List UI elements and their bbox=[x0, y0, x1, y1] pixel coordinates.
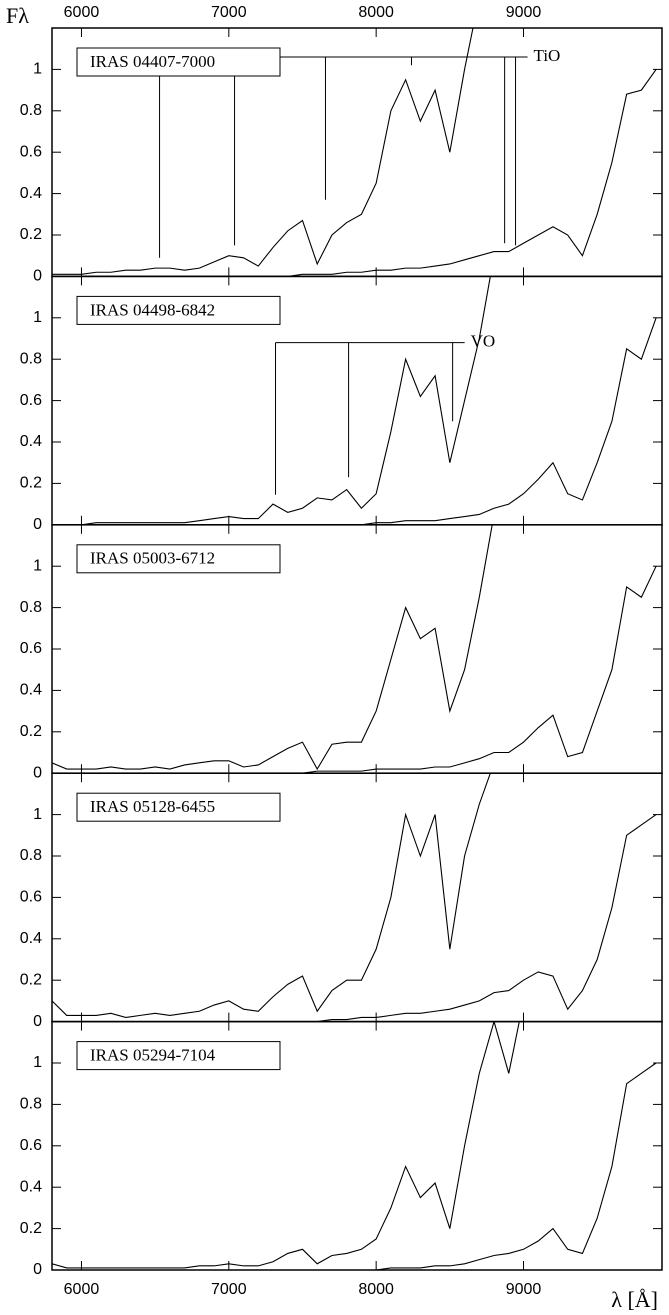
panel bbox=[52, 524, 657, 774]
y-tick-label: 0.2 bbox=[20, 723, 42, 740]
x-tick-label: 8000 bbox=[358, 1281, 394, 1298]
spectrum-line bbox=[52, 1021, 520, 1269]
spectrum-line bbox=[52, 317, 657, 525]
y-tick-label: 0.2 bbox=[20, 475, 42, 492]
y-tick-label: 1 bbox=[33, 309, 42, 326]
panel bbox=[52, 28, 657, 277]
x-tick-label: 7000 bbox=[211, 1281, 247, 1298]
spectrum-line bbox=[52, 814, 657, 1022]
x-axis-label: λ [Å] bbox=[611, 1287, 658, 1312]
spectrum-line bbox=[52, 524, 493, 771]
y-tick-label: 0.4 bbox=[20, 682, 42, 699]
label-box bbox=[76, 47, 281, 77]
y-tick-label: 1 bbox=[33, 806, 42, 823]
y-tick-label: 0.6 bbox=[20, 1137, 42, 1154]
y-tick-label: 0.2 bbox=[20, 971, 42, 988]
x-tick-label: 6000 bbox=[64, 4, 100, 21]
panel bbox=[52, 276, 657, 525]
label-box bbox=[76, 1041, 281, 1071]
spectrum-line bbox=[52, 276, 491, 525]
y-tick-label: 0.6 bbox=[20, 392, 42, 409]
y-tick-label: 0.6 bbox=[20, 143, 42, 160]
panel-label: IRAS 04407-7000 bbox=[90, 52, 215, 71]
y-tick-label: 0.4 bbox=[20, 1178, 42, 1195]
panel-label: IRAS 04498-6842 bbox=[90, 300, 215, 319]
panel-label: IRAS 05294-7104 bbox=[90, 1046, 216, 1065]
y-tick-label: 0.4 bbox=[20, 930, 42, 947]
y-tick-label: 0 bbox=[33, 1261, 42, 1278]
spectrum-line bbox=[52, 1062, 657, 1270]
y-tick-label: 0 bbox=[33, 516, 42, 533]
y-tick-label: 1 bbox=[33, 1054, 42, 1071]
spectrum-line bbox=[52, 69, 657, 277]
y-tick-label: 0 bbox=[33, 1013, 42, 1030]
spectrum-line bbox=[52, 773, 491, 1019]
y-tick-label: 0.8 bbox=[20, 350, 42, 367]
y-tick-label: 0 bbox=[33, 268, 42, 285]
label-box bbox=[76, 792, 281, 822]
panel bbox=[52, 1021, 657, 1270]
y-axis-label: Fλ bbox=[6, 3, 29, 28]
annotation-label: VO bbox=[471, 332, 496, 351]
y-tick-label: 0.8 bbox=[20, 599, 42, 616]
label-box bbox=[76, 295, 281, 325]
x-tick-label: 7000 bbox=[211, 4, 247, 21]
x-tick-label: 6000 bbox=[64, 1281, 100, 1298]
y-tick-label: 0.2 bbox=[20, 226, 42, 243]
y-tick-label: 0.8 bbox=[20, 1096, 42, 1113]
y-tick-label: 1 bbox=[33, 557, 42, 574]
y-tick-label: 0 bbox=[33, 764, 42, 781]
y-tick-label: 0.6 bbox=[20, 889, 42, 906]
x-tick-label: 9000 bbox=[506, 1281, 542, 1298]
y-tick-label: 0.8 bbox=[20, 102, 42, 119]
y-tick-label: 0.2 bbox=[20, 1220, 42, 1237]
label-box bbox=[76, 544, 281, 574]
y-tick-label: 0.4 bbox=[20, 185, 42, 202]
spectrum-line bbox=[52, 28, 474, 275]
y-tick-label: 0.8 bbox=[20, 847, 42, 864]
panel-label: IRAS 05128-6455 bbox=[90, 797, 215, 816]
spectrum-line bbox=[52, 565, 657, 774]
x-tick-label: 9000 bbox=[506, 4, 542, 21]
annotation-label: TiO bbox=[534, 46, 561, 65]
x-tick-label: 8000 bbox=[358, 4, 394, 21]
y-tick-label: 0.6 bbox=[20, 640, 42, 657]
y-tick-label: 0.4 bbox=[20, 433, 42, 450]
y-tick-label: 1 bbox=[33, 61, 42, 78]
panel-label: IRAS 05003-6712 bbox=[90, 549, 215, 568]
